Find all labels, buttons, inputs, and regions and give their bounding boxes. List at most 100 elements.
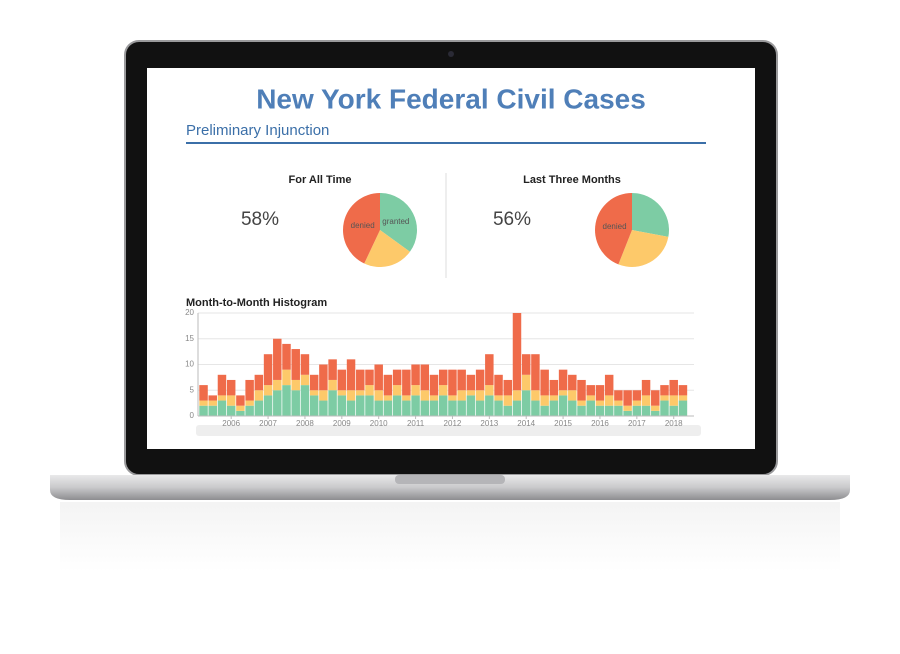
histogram-bar: [402, 395, 411, 401]
histogram-title: Month-to-Month Histogram: [186, 297, 327, 309]
histogram-bar: [374, 400, 383, 416]
histogram-bar: [595, 385, 605, 401]
x-tick-label: 2013: [480, 419, 498, 428]
y-tick-label: 15: [185, 334, 194, 343]
histogram-bar: [466, 374, 476, 391]
histogram-bar: [568, 400, 577, 416]
histogram-bar: [521, 354, 531, 375]
histogram-bar: [337, 369, 347, 391]
histogram-bar: [208, 400, 217, 406]
histogram-bar: [319, 364, 328, 391]
histogram-bar: [604, 395, 614, 406]
histogram-bar: [568, 390, 577, 401]
histogram-bar: [623, 390, 632, 406]
histogram-bar: [512, 400, 522, 416]
x-tick-label: 2018: [665, 419, 683, 428]
histogram-bar: [356, 395, 365, 416]
histogram-bar: [365, 369, 374, 386]
slice-label: denied: [603, 222, 627, 231]
histogram-bar: [540, 369, 549, 396]
histogram-bar: [660, 385, 669, 396]
histogram-bar: [641, 405, 651, 416]
histogram-bar: [208, 405, 217, 416]
histogram-bar: [531, 354, 540, 391]
histogram-bar: [291, 349, 300, 380]
histogram-bar: [402, 400, 411, 416]
histogram-bar: [586, 400, 595, 416]
camera: [448, 51, 454, 57]
histogram-bar: [678, 400, 688, 416]
histogram-bar: [374, 390, 383, 401]
histogram-bar: [641, 395, 651, 406]
histogram-bar: [309, 374, 319, 391]
histogram-bar: [254, 374, 264, 391]
histogram-bar: [485, 385, 494, 396]
histogram-bar: [356, 390, 365, 396]
x-tick-label: 2007: [259, 419, 277, 428]
histogram-bar: [512, 313, 522, 391]
histogram-bar: [475, 390, 485, 401]
histogram-bar: [226, 405, 236, 416]
histogram-bar: [641, 379, 651, 396]
histogram-bar: [236, 395, 245, 406]
histogram-bar: [586, 385, 595, 396]
histogram-bar: [540, 395, 549, 406]
histogram-bar: [429, 374, 439, 396]
histogram-bar: [503, 405, 513, 416]
histogram-bar: [632, 405, 642, 416]
histogram-bar: [540, 405, 549, 416]
histogram-bar: [217, 374, 227, 396]
x-tick-label: 2009: [333, 419, 351, 428]
histogram-bar: [300, 385, 310, 416]
histogram-bar: [356, 369, 365, 391]
slice-label: denied: [351, 221, 375, 230]
histogram-bar: [300, 354, 310, 375]
histogram-bar: [402, 369, 411, 396]
histogram-bar: [309, 390, 319, 396]
hinge-notch: [395, 475, 505, 484]
histogram-bar: [300, 374, 310, 386]
x-tick-label: 2006: [222, 419, 240, 428]
histogram-bar: [623, 410, 632, 416]
histogram-bar: [669, 405, 678, 416]
y-tick-label: 20: [185, 308, 194, 317]
histogram-bar: [678, 385, 688, 396]
x-tick-label: 2010: [370, 419, 388, 428]
x-tick-label: 2015: [554, 419, 572, 428]
x-tick-label: 2011: [407, 419, 425, 428]
histogram-bar: [291, 390, 300, 416]
histogram-bar: [217, 400, 227, 416]
histogram-bar: [549, 400, 559, 416]
histogram-bar: [319, 400, 328, 416]
histogram-bar: [558, 369, 568, 391]
histogram-bar: [273, 379, 282, 391]
histogram-bar: [411, 395, 420, 416]
histogram-bar: [273, 338, 282, 380]
histogram-bar: [392, 369, 402, 386]
slice-label: granted: [382, 217, 409, 226]
histogram-bar: [448, 369, 457, 396]
histogram-bar: [245, 379, 254, 401]
histogram-bar: [411, 364, 420, 386]
histogram-bar: [365, 395, 374, 416]
y-tick-label: 10: [185, 360, 194, 369]
histogram-bar: [208, 395, 217, 401]
histogram-bar: [282, 369, 291, 386]
histogram-bar: [577, 379, 586, 401]
histogram-bar: [558, 395, 568, 416]
stat-value: 56%: [493, 209, 531, 230]
pie-slice: [364, 230, 410, 267]
histogram-bar: [549, 395, 559, 401]
histogram-bar: [328, 390, 337, 416]
histogram-bar: [236, 405, 245, 411]
histogram-bar: [448, 400, 457, 416]
histogram-bar: [199, 400, 208, 406]
pie-slice: [380, 193, 417, 252]
x-tick-label: 2016: [591, 419, 609, 428]
histogram-bar: [291, 379, 300, 391]
histogram-bar: [475, 400, 485, 416]
histogram-bar: [614, 390, 623, 401]
histogram-bar: [438, 385, 448, 396]
